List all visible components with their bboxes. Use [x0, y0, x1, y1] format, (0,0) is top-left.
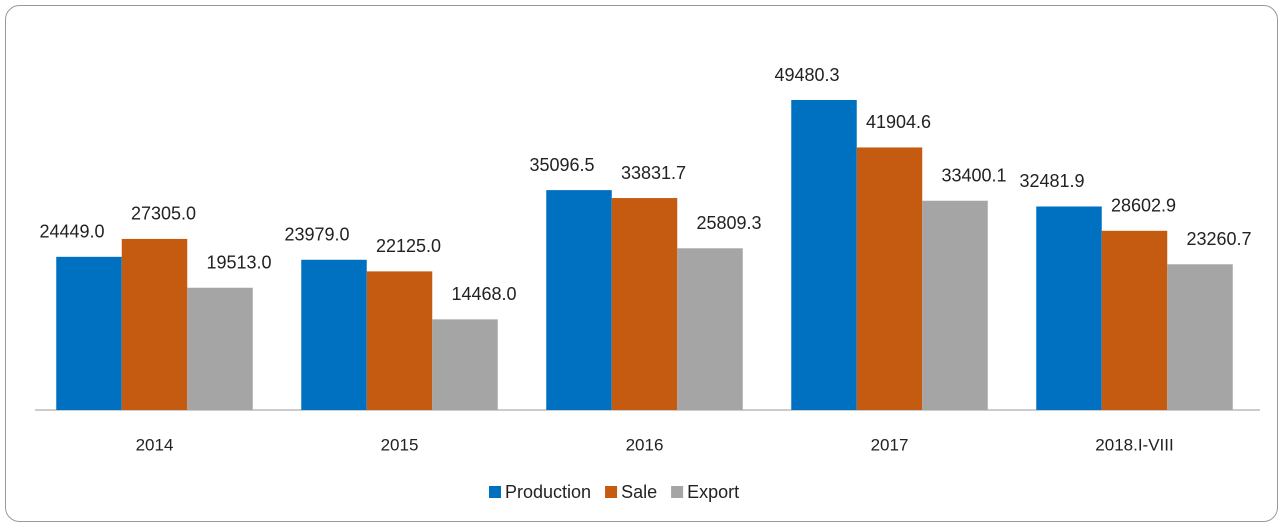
data-label: 23260.7 — [1186, 229, 1251, 249]
legend-label: Sale — [621, 482, 657, 502]
data-label: 25809.3 — [696, 213, 761, 233]
data-label: 22125.0 — [376, 236, 441, 256]
data-label: 19513.0 — [206, 252, 271, 272]
data-label: 49480.3 — [774, 65, 839, 85]
legend-label: Export — [687, 482, 739, 502]
legend-label: Production — [505, 482, 591, 502]
bar — [611, 198, 678, 410]
data-label: 32481.9 — [1019, 171, 1084, 191]
bar — [366, 271, 433, 410]
bar — [546, 190, 612, 410]
legend-swatch — [605, 486, 618, 498]
data-label: 24449.0 — [39, 222, 104, 242]
bar — [922, 200, 988, 410]
x-tick-label: 2016 — [626, 435, 664, 454]
bar — [121, 238, 188, 410]
data-label: 35096.5 — [529, 155, 594, 175]
bar — [56, 256, 122, 410]
bar — [187, 287, 253, 410]
bar — [677, 248, 743, 410]
bar — [1036, 206, 1102, 410]
data-label: 33400.1 — [941, 165, 1006, 185]
x-tick-label: 2018.I-VIII — [1095, 435, 1173, 454]
data-label: 23979.0 — [284, 225, 349, 245]
legend-swatch — [671, 486, 684, 498]
bar — [1101, 230, 1168, 410]
x-tick-label: 2015 — [381, 435, 419, 454]
bar — [301, 259, 367, 410]
data-label: 41904.6 — [866, 112, 931, 132]
bar — [791, 100, 857, 410]
bar — [1167, 264, 1233, 410]
x-tick-label: 2017 — [871, 435, 909, 454]
data-label: 28602.9 — [1111, 196, 1176, 216]
legend-swatch — [489, 486, 501, 498]
data-label: 14468.0 — [451, 284, 516, 304]
bar — [432, 319, 498, 410]
data-label: 27305.0 — [131, 204, 196, 224]
x-tick-label: 2014 — [136, 435, 174, 454]
bar — [856, 147, 923, 411]
data-label: 33831.7 — [621, 163, 686, 183]
